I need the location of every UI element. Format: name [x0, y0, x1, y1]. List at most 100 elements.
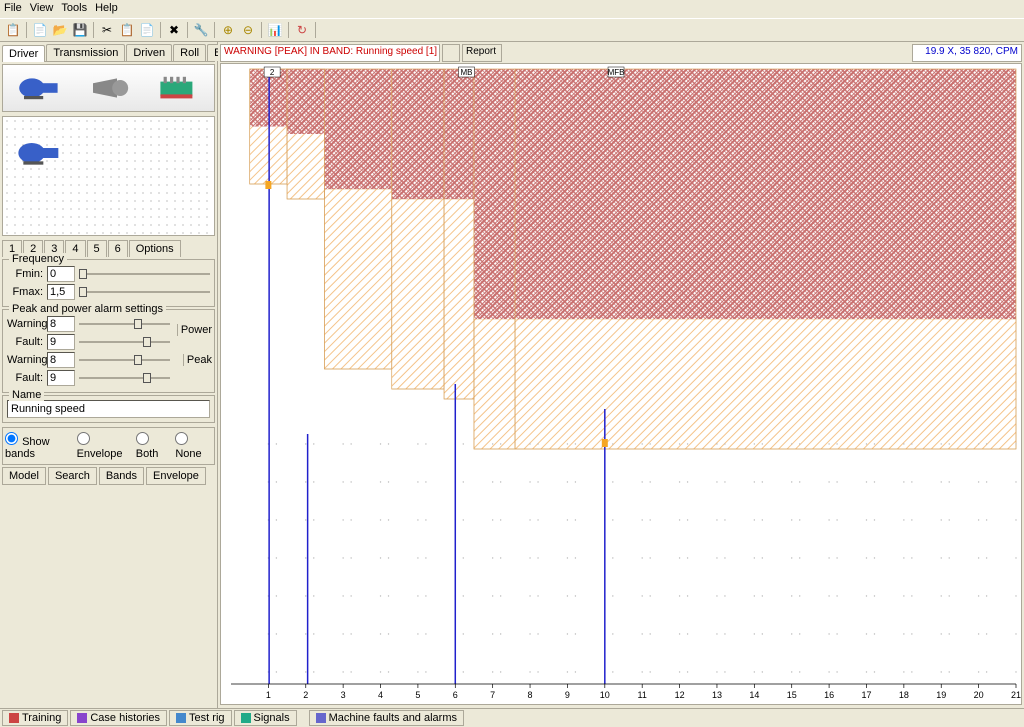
tb-new-icon[interactable]: 📄: [31, 21, 49, 39]
bottom-buttons: Model Search Bands Envelope: [2, 467, 215, 485]
name-title: Name: [9, 389, 44, 401]
svg-text:3: 3: [341, 690, 346, 700]
peak-warning-input[interactable]: [47, 352, 75, 368]
peak-fault-slider[interactable]: [79, 371, 170, 385]
power-warning-slider[interactable]: [79, 317, 170, 331]
svg-text:1: 1: [266, 690, 271, 700]
svg-text:6: 6: [453, 690, 458, 700]
fmax-input[interactable]: [47, 284, 75, 300]
svg-text:19: 19: [936, 690, 946, 700]
canvas-grid[interactable]: [2, 116, 215, 236]
report-button[interactable]: Report: [462, 44, 502, 62]
svg-text:10: 10: [600, 690, 610, 700]
peak-fault-input[interactable]: [47, 370, 75, 386]
envelope-button[interactable]: Envelope: [146, 467, 206, 485]
radio-show-bands[interactable]: Show bands: [5, 432, 71, 460]
engine-green-icon[interactable]: [154, 70, 202, 106]
spectrum-chart[interactable]: 1234567891011121314151617181920212MBMFB: [220, 63, 1022, 705]
fmax-label: Fmax:: [7, 286, 43, 298]
svg-text:4: 4: [378, 690, 383, 700]
power-fault-input[interactable]: [47, 334, 75, 350]
power-warning-label: Warning:: [7, 318, 43, 330]
numtab-5[interactable]: 5: [87, 240, 107, 257]
tb-paste-icon[interactable]: 📋: [4, 21, 22, 39]
power-warning-input[interactable]: [47, 316, 75, 332]
menu-file[interactable]: File: [4, 2, 22, 16]
menu-help[interactable]: Help: [95, 2, 118, 16]
tb-cut-icon[interactable]: ✂: [98, 21, 116, 39]
peak-fault-label: Fault:: [7, 372, 43, 384]
tb-settings-icon[interactable]: 🔧: [192, 21, 210, 39]
toolbar: 📋 📄 📂 💾 ✂ 📋 📄 ✖ 🔧 ⊕ ⊖ 📊 ↻: [0, 18, 1024, 42]
name-input[interactable]: [7, 400, 210, 418]
radio-envelope[interactable]: Envelope: [77, 432, 130, 460]
status-machine-faults[interactable]: Machine faults and alarms: [309, 710, 464, 726]
numtab-6[interactable]: 6: [108, 240, 128, 257]
menubar: File View Tools Help: [0, 0, 1024, 18]
numtab-4[interactable]: 4: [65, 240, 85, 257]
tab-roll[interactable]: Roll: [173, 44, 206, 61]
status-test-rig[interactable]: Test rig: [169, 710, 231, 726]
coords-display: 19.9 X, 35 820, CPM: [912, 44, 1022, 62]
svg-text:12: 12: [675, 690, 685, 700]
status-signals[interactable]: Signals: [234, 710, 297, 726]
svg-text:2: 2: [270, 68, 275, 77]
right-panel: WARNING [PEAK] IN BAND: Running speed [1…: [218, 42, 1024, 708]
svg-text:18: 18: [899, 690, 909, 700]
tb-paste2-icon[interactable]: 📄: [138, 21, 156, 39]
svg-text:16: 16: [824, 690, 834, 700]
tab-transmission[interactable]: Transmission: [46, 44, 125, 61]
svg-text:9: 9: [565, 690, 570, 700]
tb-open-icon[interactable]: 📂: [51, 21, 69, 39]
name-fieldset: Name: [2, 395, 215, 423]
radio-both[interactable]: Both: [136, 432, 170, 460]
radio-none[interactable]: None: [175, 432, 212, 460]
status-case-histories[interactable]: Case histories: [70, 710, 167, 726]
display-radios: Show bands Envelope Both None: [2, 427, 215, 465]
svg-text:2: 2: [303, 690, 308, 700]
tb-save-icon[interactable]: 💾: [71, 21, 89, 39]
fmin-slider[interactable]: [79, 267, 210, 281]
motor-blue-icon[interactable]: [16, 70, 64, 106]
alarm-fieldset: Peak and power alarm settings Power Peak…: [2, 309, 215, 393]
peak-label: Peak: [183, 354, 212, 366]
tb-chart-icon[interactable]: 📊: [266, 21, 284, 39]
statusbar: Training Case histories Test rig Signals…: [0, 708, 1024, 726]
svg-text:17: 17: [861, 690, 871, 700]
tb-zoomin-icon[interactable]: ⊕: [219, 21, 237, 39]
header-spin[interactable]: [442, 44, 460, 62]
svg-text:15: 15: [787, 690, 797, 700]
bands-button[interactable]: Bands: [99, 467, 144, 485]
frequency-title: Frequency: [9, 253, 67, 265]
tb-zoomout-icon[interactable]: ⊖: [239, 21, 257, 39]
tab-driver[interactable]: Driver: [2, 45, 45, 62]
search-button[interactable]: Search: [48, 467, 97, 485]
main-area: Driver Transmission Driven Roll Bearing: [0, 42, 1024, 708]
numtab-options[interactable]: Options: [129, 240, 181, 257]
status-training[interactable]: Training: [2, 710, 68, 726]
svg-text:5: 5: [415, 690, 420, 700]
component-palette: [2, 64, 215, 112]
power-label: Power: [177, 324, 212, 336]
svg-text:13: 13: [712, 690, 722, 700]
fmin-label: Fmin:: [7, 268, 43, 280]
menu-view[interactable]: View: [30, 2, 54, 16]
tab-driven[interactable]: Driven: [126, 44, 172, 61]
tb-copy-icon[interactable]: 📋: [118, 21, 136, 39]
svg-text:MB: MB: [461, 68, 473, 77]
svg-text:11: 11: [638, 690, 647, 700]
left-panel: Driver Transmission Driven Roll Bearing: [0, 42, 218, 708]
placed-motor-icon[interactable]: [15, 135, 65, 171]
chart-header: WARNING [PEAK] IN BAND: Running speed [1…: [220, 44, 1022, 62]
tb-delete-icon[interactable]: ✖: [165, 21, 183, 39]
pump-grey-icon[interactable]: [85, 70, 133, 106]
fmin-input[interactable]: [47, 266, 75, 282]
power-fault-label: Fault:: [7, 336, 43, 348]
menu-tools[interactable]: Tools: [61, 2, 87, 16]
power-fault-slider[interactable]: [79, 335, 170, 349]
tb-refresh-icon[interactable]: ↻: [293, 21, 311, 39]
peak-warning-slider[interactable]: [79, 353, 170, 367]
model-button[interactable]: Model: [2, 467, 46, 485]
fmax-slider[interactable]: [79, 285, 210, 299]
svg-text:20: 20: [974, 690, 984, 700]
